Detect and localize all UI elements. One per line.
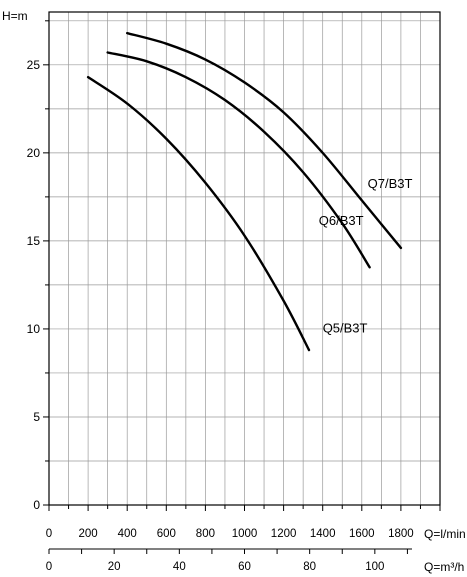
- y-tick-label: 10: [27, 322, 41, 336]
- y-tick-label: 5: [33, 410, 40, 424]
- curves: Q5/B3T Q6/B3T Q7/B3T: [86, 31, 413, 352]
- x-tick-label: 1600: [349, 528, 375, 540]
- y-tick-label: 25: [27, 58, 41, 72]
- x2-tick-label: 20: [108, 561, 121, 573]
- curve-q7-b3t: [126, 31, 403, 250]
- curve-q6-b3t: [106, 51, 371, 269]
- x-axis-secondary-label: Q=m³/h: [424, 560, 464, 574]
- x2-tick-label: 40: [173, 561, 186, 573]
- y-tick-label: 15: [27, 234, 41, 248]
- y-tick-label: 20: [27, 146, 41, 160]
- x-tick-label: 1200: [271, 528, 297, 540]
- x-tick-label: 200: [79, 528, 98, 540]
- series-label-q7-b3t: Q7/B3T: [368, 176, 413, 191]
- x-tick-label: 1000: [232, 528, 258, 540]
- x2-tick-label: 80: [303, 561, 316, 573]
- curve-q5-b3t: [86, 75, 311, 352]
- y-tick-label: 0: [33, 498, 40, 512]
- x2-tick-label: 0: [46, 561, 52, 573]
- x-axis-primary-label: Q=l/min: [424, 527, 466, 541]
- series-label-q6-b3t: Q6/B3T: [319, 213, 364, 228]
- grid: [49, 12, 440, 505]
- x-tick-label: 400: [118, 528, 137, 540]
- series-label-q5-b3t: Q5/B3T: [323, 320, 368, 335]
- x-tick-label: 0: [46, 528, 52, 540]
- x-tick-label: 1400: [310, 528, 336, 540]
- x2-tick-label: 100: [365, 561, 384, 573]
- x-tick-label: 1800: [388, 528, 414, 540]
- x-tick-label: 800: [196, 528, 215, 540]
- x2-tick-label: 60: [238, 561, 251, 573]
- y-axis-label: H=m: [2, 9, 28, 23]
- x-tick-label: 600: [157, 528, 176, 540]
